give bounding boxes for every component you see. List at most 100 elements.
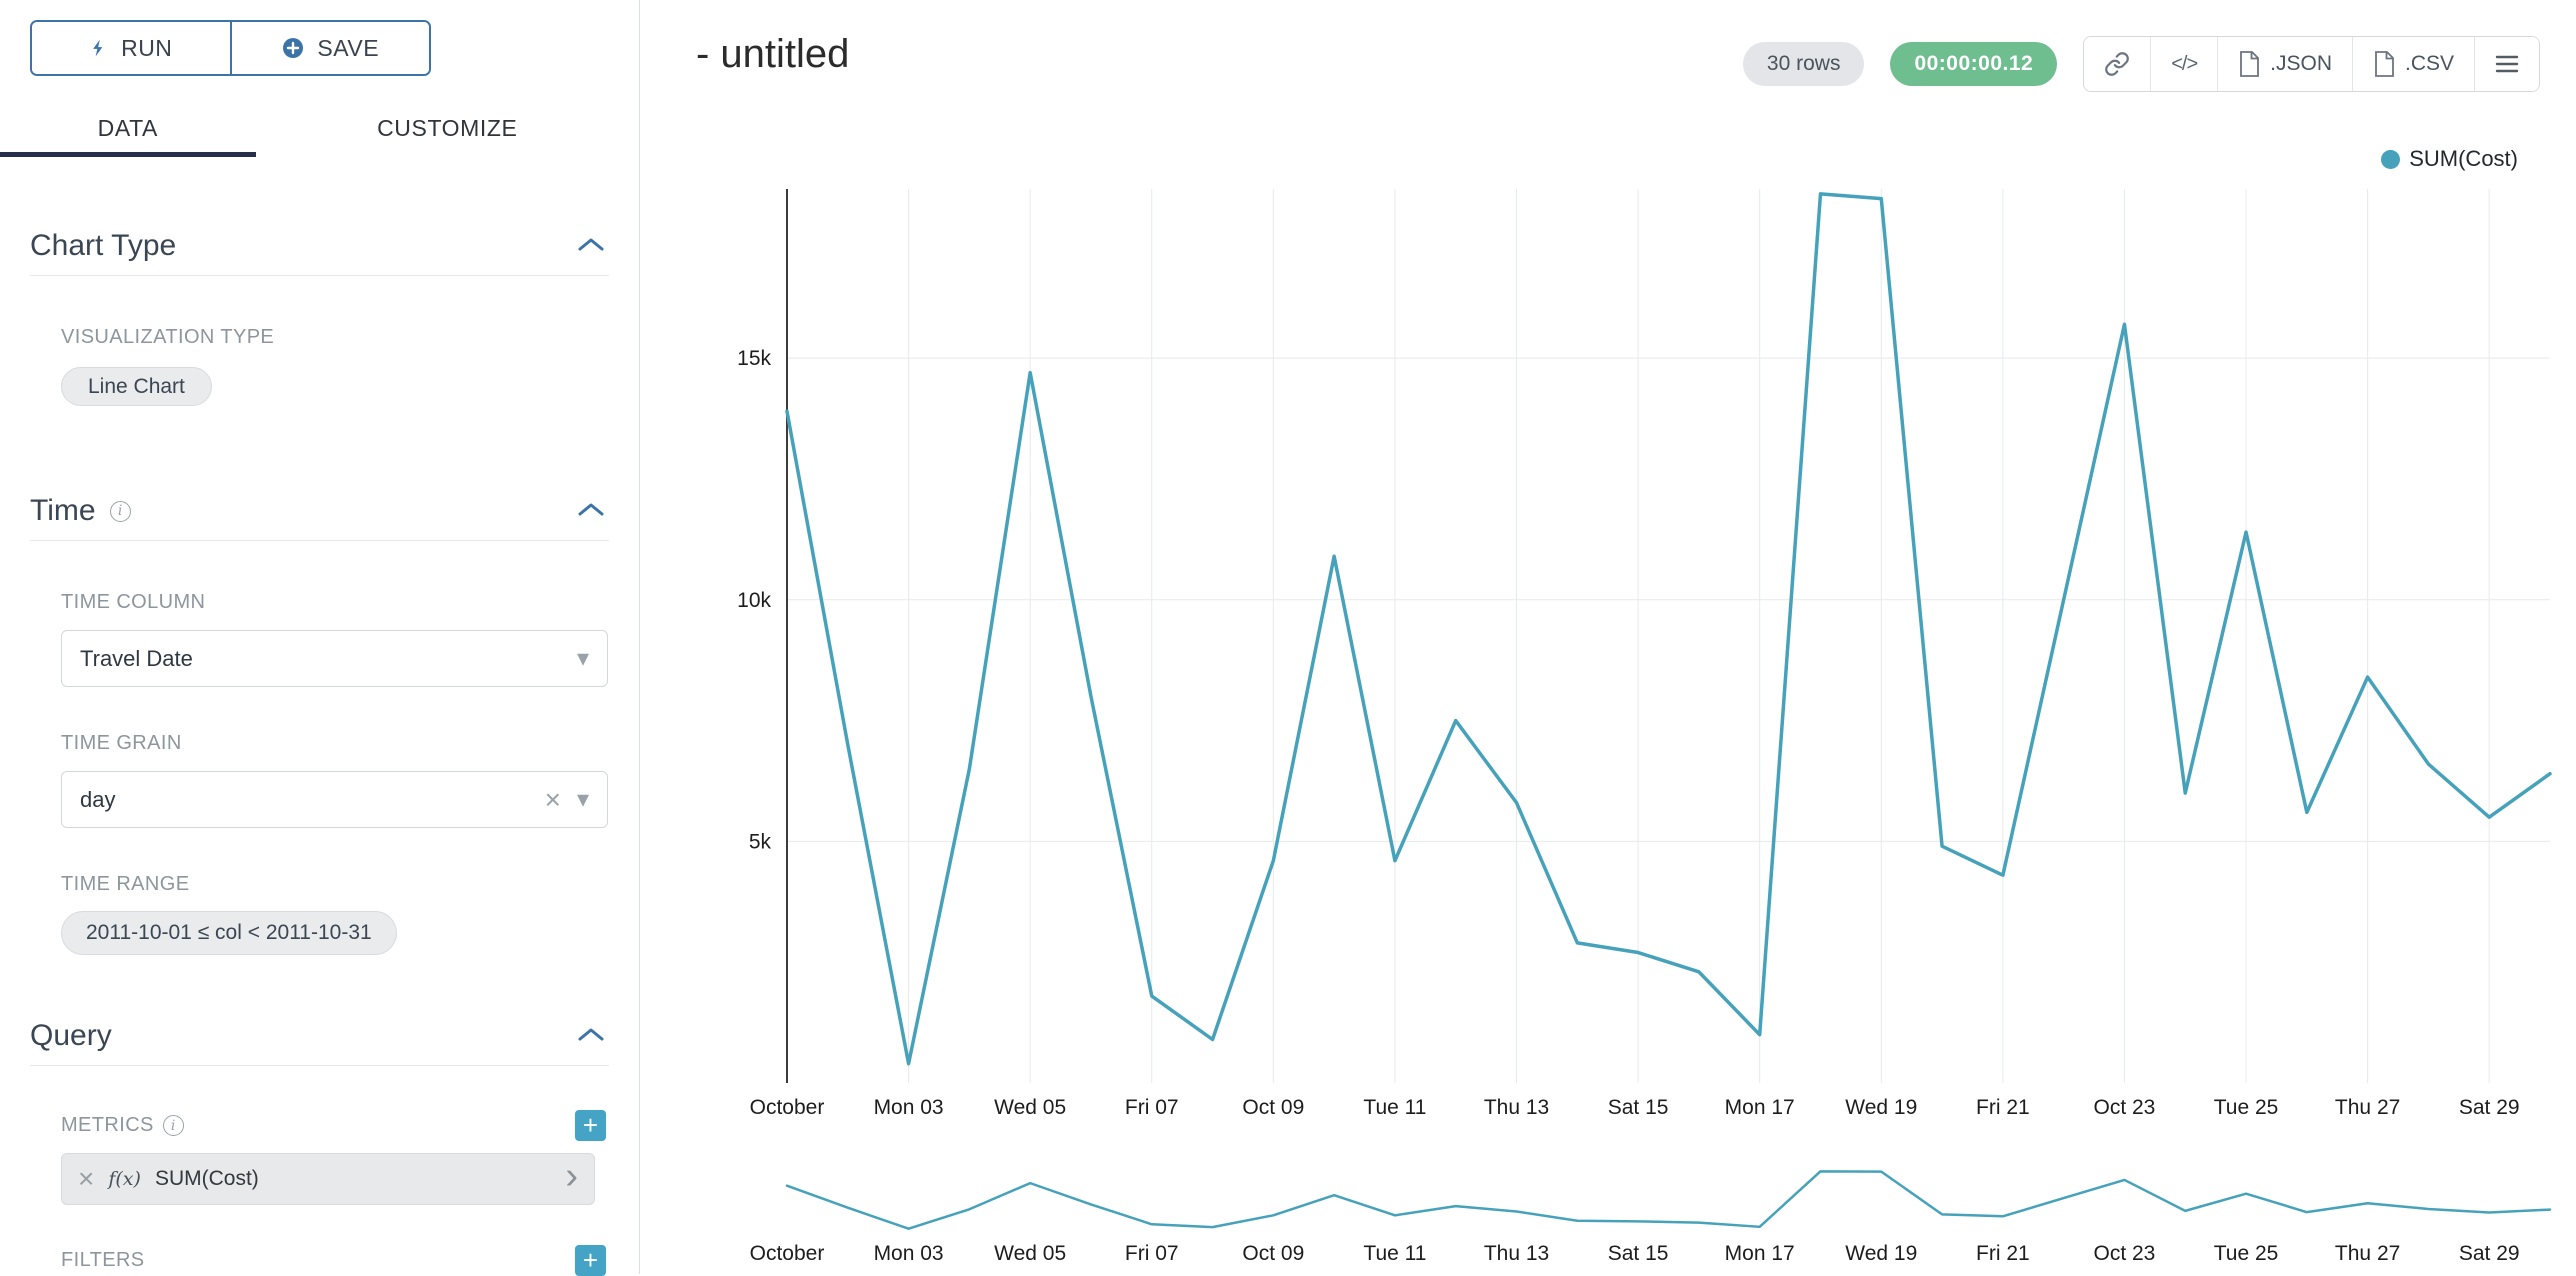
filters-label: FILTERS (61, 1249, 145, 1271)
legend-item[interactable]: SUM(Cost) (2381, 146, 2518, 172)
x-tick-label-mini: Mon 17 (1725, 1242, 1795, 1265)
add-filter-button[interactable]: + (575, 1245, 606, 1276)
section-query-title: Query (30, 1019, 112, 1052)
x-tick-label-main: Oct 23 (2094, 1096, 2156, 1119)
x-tick-label-mini: Thu 13 (1484, 1242, 1549, 1265)
time-grain-value: day (80, 786, 116, 812)
x-tick-label-main: Oct 09 (1242, 1096, 1304, 1119)
x-tick-label-mini: Oct 23 (2094, 1242, 2156, 1265)
time-range-label: TIME RANGE (61, 873, 190, 895)
x-tick-label-main: Wed 05 (994, 1096, 1066, 1119)
metric-pill[interactable]: × f(x) SUM(Cost) › (61, 1153, 595, 1205)
add-metric-button[interactable]: + (575, 1110, 606, 1141)
time-column-label: TIME COLUMN (61, 591, 206, 613)
section-chart-type-title: Chart Type (30, 229, 177, 262)
bolt-icon (93, 39, 103, 57)
info-icon: i (109, 500, 131, 522)
function-icon: f(x) (108, 1168, 141, 1190)
collapse-query-button[interactable] (574, 1023, 608, 1049)
run-button[interactable]: RUN (32, 22, 230, 74)
file-icon (2240, 51, 2260, 77)
view-query-button[interactable]: </> (2150, 37, 2218, 91)
time-range-value[interactable]: 2011-10-01 ≤ col < 2011-10-31 (61, 911, 397, 955)
x-tick-label-mini: Fri 07 (1125, 1242, 1179, 1265)
run-save-button-group: RUN SAVE (30, 20, 431, 76)
share-link-button[interactable] (2084, 37, 2151, 91)
x-tick-label-mini: Oct 09 (1242, 1242, 1304, 1265)
x-tick-label-main: Mon 17 (1725, 1096, 1795, 1119)
metric-name: SUM(Cost) (154, 1167, 259, 1190)
hamburger-menu-icon (2495, 55, 2519, 73)
chevron-up-icon (578, 1028, 604, 1041)
filters-row: FILTERS + (61, 1245, 606, 1276)
chart-header-actions: 30 rows 00:00:00.12 </> .JSON .CSV (1742, 36, 2540, 92)
section-divider (30, 275, 609, 276)
export-json-button[interactable]: .JSON (2217, 37, 2352, 91)
x-tick-label-mini: October (750, 1242, 825, 1265)
x-tick-label-main: Wed 19 (1845, 1096, 1917, 1119)
legend-label: SUM(Cost) (2409, 146, 2518, 171)
x-tick-label-mini: Wed 19 (1845, 1242, 1917, 1265)
x-tick-label-mini: Sat 15 (1608, 1242, 1669, 1265)
control-panel: RUN SAVE DATA CUSTOMIZE Chart Type VISUA… (0, 0, 640, 1276)
export-csv-button[interactable]: .CSV (2351, 37, 2474, 91)
x-tick-label-mini: Tue 11 (1363, 1242, 1426, 1265)
clear-icon[interactable]: × (544, 783, 561, 815)
metrics-label: METRICS i (61, 1114, 184, 1137)
save-button[interactable]: SAVE (229, 22, 429, 74)
chevron-right-icon[interactable]: › (565, 1155, 578, 1197)
query-timer-badge: 00:00:00.12 (1890, 42, 2058, 86)
x-tick-label-main: Fri 07 (1125, 1096, 1179, 1119)
caret-down-icon: ▾ (576, 785, 589, 813)
x-tick-label-main: Tue 25 (2214, 1096, 2279, 1119)
collapse-time-button[interactable] (574, 498, 608, 524)
x-tick-label-main: Mon 03 (874, 1096, 944, 1119)
chart-menu-button[interactable] (2474, 37, 2539, 91)
x-tick-label-mini: Mon 03 (874, 1242, 944, 1265)
tab-data[interactable]: DATA (0, 100, 256, 157)
plus-circle-icon (283, 38, 304, 58)
x-tick-label-main: Thu 27 (2335, 1096, 2400, 1119)
x-tick-label-main: Sat 15 (1608, 1096, 1669, 1119)
remove-metric-icon[interactable]: × (78, 1163, 95, 1194)
run-button-label: RUN (121, 34, 173, 61)
time-grain-select[interactable]: day × ▾ (61, 771, 608, 828)
section-query-header: Query (30, 1019, 608, 1053)
visualization-type-label: VISUALIZATION TYPE (61, 326, 275, 348)
y-tick-label: 15k (737, 347, 771, 370)
export-button-group: </> .JSON .CSV (2083, 36, 2540, 92)
x-tick-label-main: Tue 11 (1363, 1096, 1426, 1119)
x-tick-label-main: October (750, 1096, 825, 1119)
tab-customize[interactable]: CUSTOMIZE (256, 100, 639, 157)
metrics-row: METRICS i + (61, 1110, 606, 1141)
x-tick-label-mini: Sat 29 (2459, 1242, 2520, 1265)
collapse-chart-type-button[interactable] (574, 233, 608, 259)
section-chart-type-header: Chart Type (30, 229, 608, 263)
chevron-up-icon (578, 503, 604, 516)
time-column-select[interactable]: Travel Date ▾ (61, 630, 608, 687)
export-csv-label: .CSV (2404, 52, 2454, 75)
code-icon: </> (2171, 52, 2198, 75)
info-icon: i (162, 1115, 184, 1136)
chart-area: - untitled 30 rows 00:00:00.12 </> .JSON… (640, 0, 2576, 1274)
x-tick-label-mini: Wed 05 (994, 1242, 1066, 1265)
chevron-up-icon (578, 238, 604, 251)
x-tick-label-main: Fri 21 (1976, 1096, 2030, 1119)
x-tick-label-mini: Tue 25 (2214, 1242, 2279, 1265)
link-icon (2105, 52, 2130, 76)
export-json-label: .JSON (2270, 52, 2332, 75)
y-tick-label: 5k (749, 830, 772, 853)
x-tick-label-main: Sat 29 (2459, 1096, 2520, 1119)
section-time-title-text: Time (30, 494, 96, 527)
panel-tabs: DATA CUSTOMIZE (0, 100, 639, 157)
row-count-badge: 30 rows (1742, 42, 1865, 86)
visualization-type-value[interactable]: Line Chart (61, 367, 212, 406)
legend-swatch (2381, 149, 2401, 169)
y-tick-label: 10k (737, 589, 771, 612)
series-line-mini (785, 1170, 2552, 1230)
x-tick-label-main: Thu 13 (1484, 1096, 1549, 1119)
chart-title: - untitled (696, 32, 850, 76)
tab-customize-label: CUSTOMIZE (377, 115, 518, 141)
section-time-header: Time i (30, 494, 608, 528)
save-button-label: SAVE (317, 34, 380, 61)
